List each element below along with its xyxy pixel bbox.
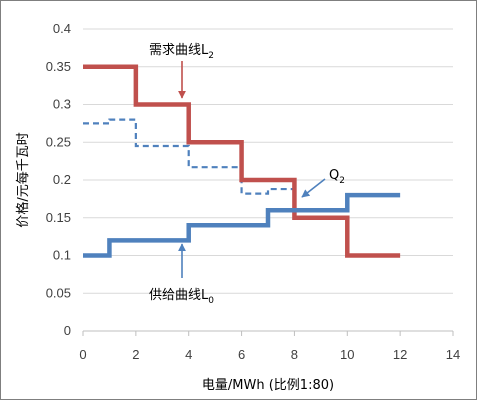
y-axis-title: 价格/元每千瓦时 [15,132,31,227]
y-tick-label: 0.3 [53,97,71,112]
y-tick-label: 0 [64,323,71,338]
series-line [83,64,401,258]
axes [82,330,454,336]
y-tick-label: 0.1 [53,248,71,263]
x-tick-label: 10 [340,347,354,362]
series-layer [83,64,401,258]
tick-labels: 0 0.05 0.1 0.15 0.2 0.25 0.3 0.35 0.4 0 2 4 6 8 10 12 14 [46,21,461,362]
x-tick-label: 6 [238,347,245,362]
annotation-layer: 需求曲线L2 供给曲线L0 Q2 [149,43,345,306]
x-tick-label: 2 [132,347,139,362]
x-tick-label: 0 [79,347,86,362]
x-tick-label: 4 [185,347,192,362]
annotation-arrow [301,178,326,198]
annotation-label: Q2 [329,168,345,186]
y-tick-label: 0.35 [46,59,71,74]
series-line-dashed [83,118,295,195]
annotation-label: 供给曲线L0 [149,288,214,306]
y-tick-label: 0.25 [46,134,71,149]
x-tick-label: 8 [291,347,298,362]
x-axis-title: 电量/MWh (比例1:80) [202,378,334,393]
x-tick-label: 12 [393,347,407,362]
y-tick-label: 0.2 [53,172,71,187]
y-tick-label: 0.05 [46,285,71,300]
y-tick-label: 0.15 [46,210,71,225]
series-line [83,192,401,258]
annotation-label: 需求曲线L2 [149,43,214,61]
y-tick-label: 0.4 [53,21,71,36]
x-tick-label: 14 [446,347,460,362]
